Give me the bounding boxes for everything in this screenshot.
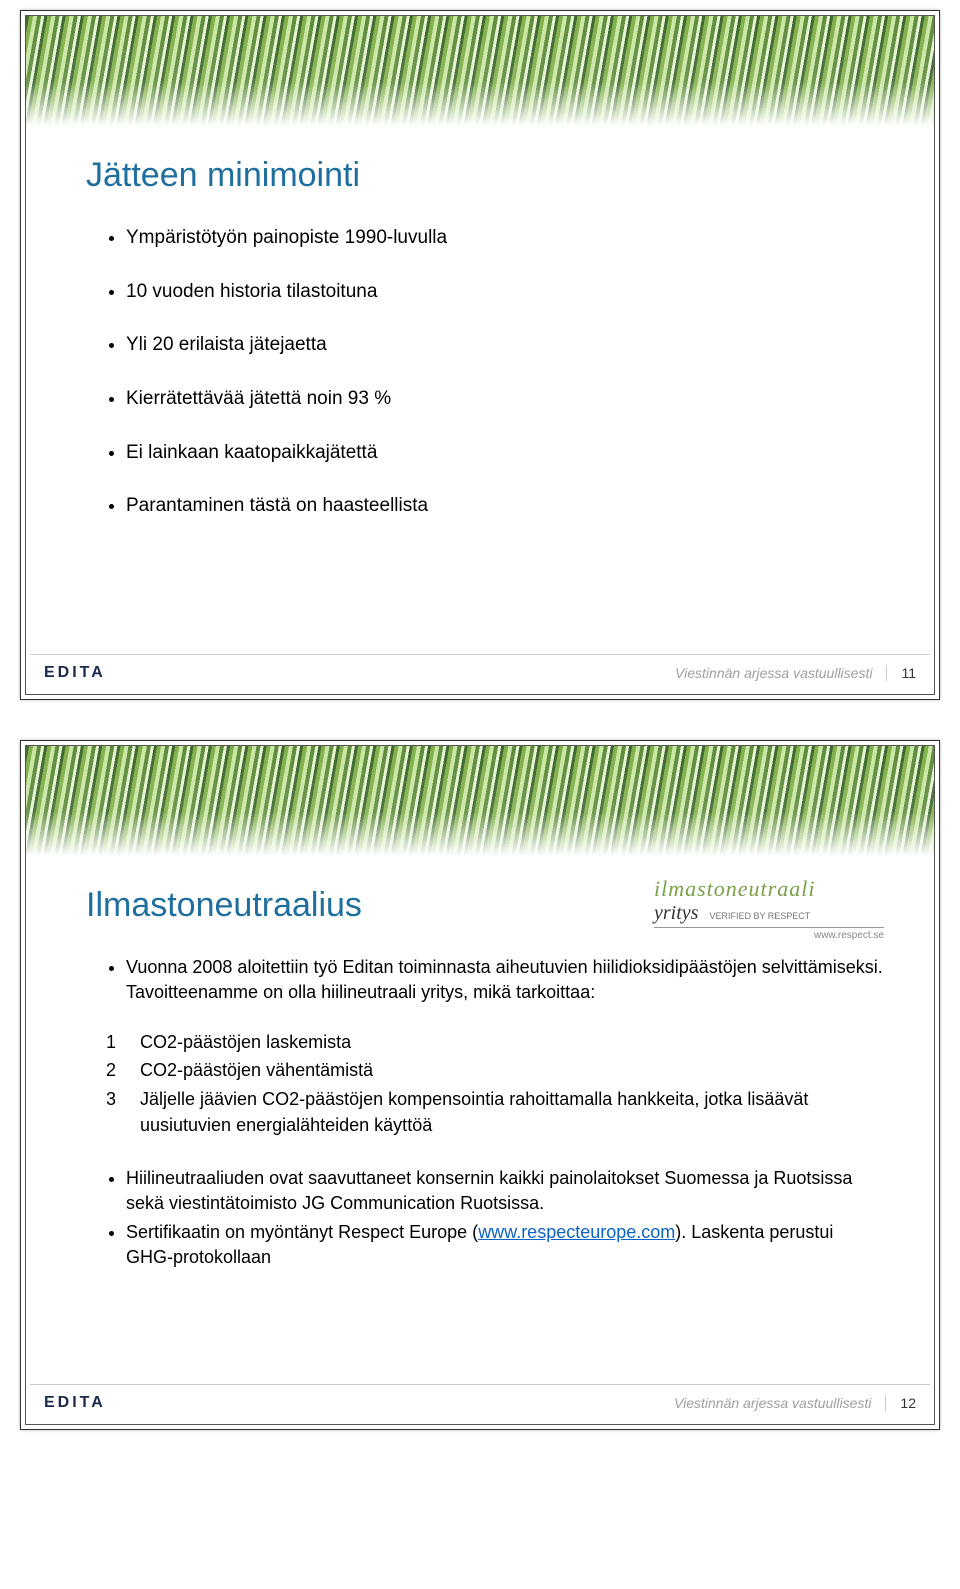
item-number: 2 [106,1057,140,1083]
slide-inner: ilmastoneutraali yritys VERIFIED BY RESP… [25,745,935,1425]
page-number: 12 [885,1395,916,1411]
slide-footer: EDITA Viestinnän arjessa vastuullisesti … [30,1384,930,1420]
bullet-item: Ympäristötyön painopiste 1990-luvulla [126,225,884,251]
bullet-item: Ei lainkaan kaatopaikkajätettä [126,440,884,466]
item-text: CO2-päästöjen vähentämistä [140,1057,373,1083]
intro-text: Vuonna 2008 aloitettiin työ Editan toimi… [126,955,884,1005]
external-link[interactable]: www.respecteurope.com [478,1222,675,1242]
badge-line1: ilmastoneutraali [654,876,884,902]
bullet-item: Yli 20 erilaista jätejaetta [126,332,884,358]
slide-11: Jätteen minimointi Ympäristötyön painopi… [20,10,940,700]
page-number: 11 [886,665,916,681]
bullet-item: Parantaminen tästä on haasteellista [126,493,884,519]
badge-line3: www.respect.se [654,930,884,941]
edita-logo: EDITA [44,664,106,682]
badge-line2: yritys VERIFIED BY RESPECT [654,902,884,928]
numbered-item: 3Jäljelle jäävien CO2-päästöjen kompenso… [106,1086,884,1138]
badge-line2-sub: VERIFIED BY RESPECT [709,911,810,921]
footer-tagline: Viestinnän arjessa vastuullisesti [674,1395,871,1411]
bottom-bullets: Hiilineutraaliuden ovat saavuttaneet kon… [86,1166,884,1271]
bullet-item: 10 vuoden historia tilastoituna [126,279,884,305]
bottom-bullet-item: Sertifikaatin on myöntänyt Respect Europ… [126,1220,884,1270]
bullet-prefix: Sertifikaatin on myöntänyt Respect Europ… [126,1222,478,1242]
bullet-list: Ympäristötyön painopiste 1990-luvulla 10 … [86,225,884,519]
slide-content: Jätteen minimointi Ympäristötyön painopi… [26,126,934,627]
numbered-item: 2CO2-päästöjen vähentämistä [106,1057,884,1083]
badge-line2-main: yritys [654,902,698,924]
grass-banner [26,16,934,126]
bottom-bullet-item: Hiilineutraaliuden ovat saavuttaneet kon… [126,1166,884,1216]
slide-title: Jätteen minimointi [86,156,884,195]
item-text: CO2-päästöjen laskemista [140,1029,351,1055]
slide-footer: EDITA Viestinnän arjessa vastuullisesti … [30,654,930,690]
bullet-prefix: Hiilineutraaliuden ovat saavuttaneet kon… [126,1168,852,1213]
slide-inner: Jätteen minimointi Ympäristötyön painopi… [25,15,935,695]
intro-bullet: Vuonna 2008 aloitettiin työ Editan toimi… [86,955,884,1005]
numbered-item: 1CO2-päästöjen laskemista [106,1029,884,1055]
numbered-list: 1CO2-päästöjen laskemista2CO2-päästöjen … [86,1029,884,1137]
ilmastoneutraali-badge: ilmastoneutraali yritys VERIFIED BY RESP… [654,876,884,941]
item-number: 3 [106,1086,140,1138]
item-number: 1 [106,1029,140,1055]
edita-logo: EDITA [44,1394,106,1412]
bullet-item: Kierrätettävää jätettä noin 93 % [126,386,884,412]
item-text: Jäljelle jäävien CO2-päästöjen kompensoi… [140,1086,884,1138]
grass-banner [26,746,934,856]
footer-tagline: Viestinnän arjessa vastuullisesti [675,665,872,681]
slide-12: ilmastoneutraali yritys VERIFIED BY RESP… [20,740,940,1430]
